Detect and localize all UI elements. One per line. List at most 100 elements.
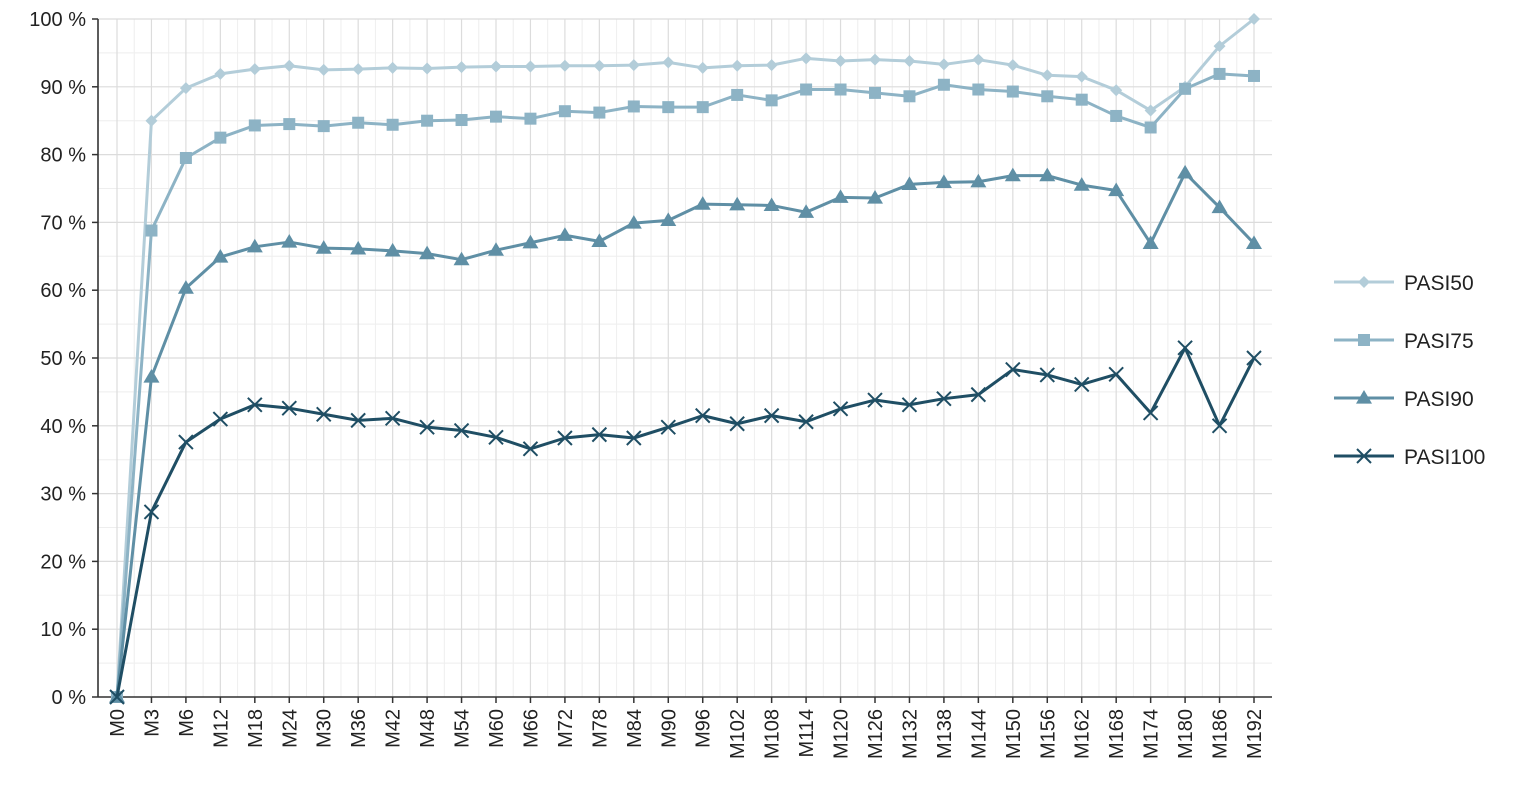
legend-label: PASI75 [1404, 330, 1474, 353]
data-point [935, 174, 952, 188]
data-point [696, 101, 709, 114]
x-tick-label: M90 [658, 709, 680, 748]
x-tick-label: M120 [831, 709, 853, 759]
data-point [591, 233, 608, 247]
y-axis-tick-labels: 0 % 10 % 20 % 30 % 40 % 50 % 60 % 70 % 80 % 90 % 1… [29, 9, 86, 709]
data-point [1144, 121, 1157, 134]
y-tick-label: 40 % [40, 416, 86, 438]
data-point [1039, 167, 1056, 182]
data-point [662, 101, 675, 114]
data-point [763, 197, 780, 212]
x-tick-label: M30 [314, 709, 336, 748]
data-point [421, 62, 434, 75]
data-point [970, 173, 987, 188]
data-point [1358, 276, 1370, 288]
x-tick-label: M168 [1106, 709, 1128, 759]
data-point [1248, 13, 1260, 25]
data-point [591, 426, 608, 443]
data-point [1110, 84, 1123, 97]
data-point [524, 112, 537, 125]
x-tick-label: M0 [107, 709, 129, 737]
data-point [490, 110, 502, 123]
data-point [455, 114, 468, 127]
data-point [352, 116, 365, 129]
data-point [901, 397, 918, 413]
data-point [283, 59, 296, 72]
data-point [212, 248, 229, 263]
legend-label: PASI50 [1404, 272, 1474, 295]
data-point [1041, 69, 1054, 82]
data-point [143, 368, 160, 383]
data-point [316, 406, 332, 422]
legend-item-pasi100: PASI100 [1334, 446, 1485, 469]
x-tick-label: M60 [486, 709, 508, 748]
data-point [524, 60, 537, 73]
data-point [488, 242, 504, 256]
data-point [903, 55, 916, 68]
x-tick-label: M138 [934, 709, 956, 759]
data-point [660, 212, 677, 226]
series-line [115, 171, 1256, 698]
data-point [937, 58, 950, 71]
series-line [115, 72, 1255, 698]
data-point [1074, 376, 1090, 393]
data-point [798, 204, 815, 218]
data-point [246, 238, 263, 253]
data-point [936, 390, 952, 407]
data-point [178, 434, 194, 450]
x-tick-label: M108 [762, 709, 784, 759]
data-point [522, 234, 539, 249]
data-point [1144, 104, 1157, 117]
data-point [694, 196, 711, 210]
data-point [626, 430, 642, 446]
data-point [1211, 199, 1228, 214]
data-point [1039, 367, 1055, 383]
x-tick-label: M24 [279, 709, 301, 748]
x-tick-label: M96 [693, 709, 715, 748]
data-point [800, 83, 813, 96]
data-point [1356, 448, 1372, 464]
data-point [1108, 182, 1125, 197]
data-point [832, 401, 849, 417]
y-tick-label: 10 % [40, 619, 86, 641]
x-tick-label: M84 [624, 709, 646, 748]
y-tick-label: 0 % [52, 687, 87, 709]
data-point [1005, 361, 1021, 378]
data-point [869, 86, 881, 99]
data-point [798, 414, 814, 430]
data-point [696, 61, 709, 74]
data-point [247, 397, 263, 413]
legend-label: PASI100 [1404, 446, 1485, 469]
data-point [350, 240, 367, 255]
x-tick-label: M42 [383, 709, 405, 748]
data-point [1004, 167, 1021, 182]
data-point [214, 67, 227, 80]
x-tick-label: M126 [865, 709, 887, 759]
y-tick-label: 80 % [40, 145, 86, 167]
data-point [557, 430, 573, 446]
data-point [1213, 40, 1226, 53]
data-point [867, 189, 883, 204]
data-point [109, 689, 125, 705]
data-point [1179, 82, 1192, 95]
data-point [765, 94, 778, 107]
data-point [556, 227, 573, 241]
data-point [384, 242, 401, 257]
data-point [488, 429, 504, 446]
data-point [384, 410, 401, 427]
data-point [662, 56, 675, 69]
data-point [695, 407, 711, 424]
x-tick-label: M78 [589, 709, 611, 748]
data-point [1075, 93, 1088, 106]
data-point [317, 63, 330, 76]
data-point [352, 63, 365, 76]
data-point [1110, 109, 1123, 122]
data-point [625, 215, 642, 229]
series-line [115, 346, 1256, 698]
x-tick-label: M192 [1244, 709, 1266, 759]
data-point [419, 419, 435, 435]
y-tick-label: 30 % [40, 484, 86, 506]
data-point [1006, 59, 1019, 72]
series-line [115, 17, 1255, 698]
data-point [869, 53, 881, 66]
